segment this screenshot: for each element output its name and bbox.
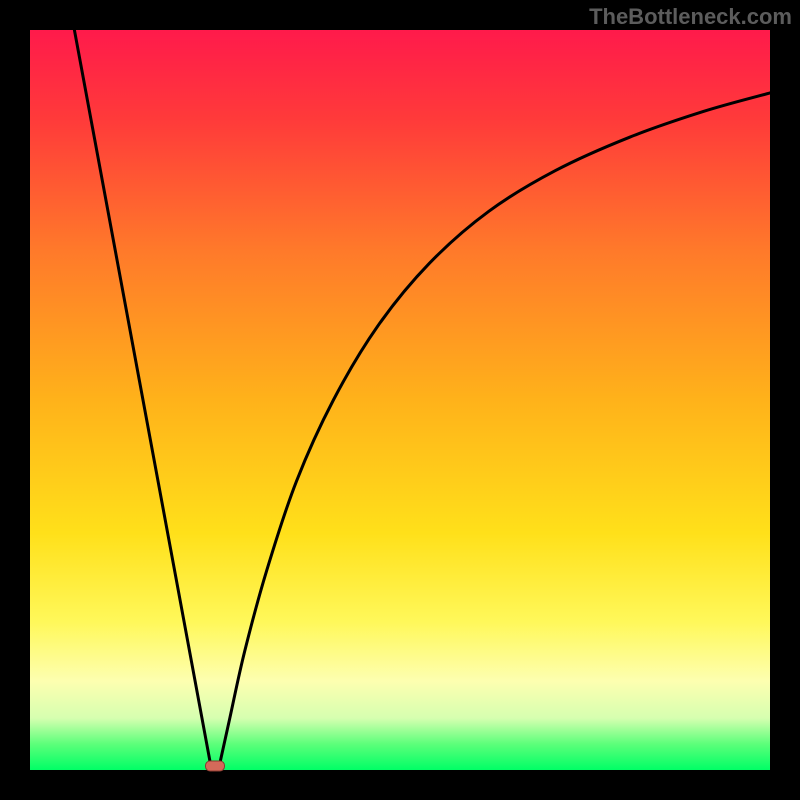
chart-stage: TheBottleneck.com [0,0,800,800]
watermark-text: TheBottleneck.com [589,4,792,30]
chart-frame [30,30,770,770]
gradient-background [30,30,770,770]
optimal-point-marker [205,761,225,772]
